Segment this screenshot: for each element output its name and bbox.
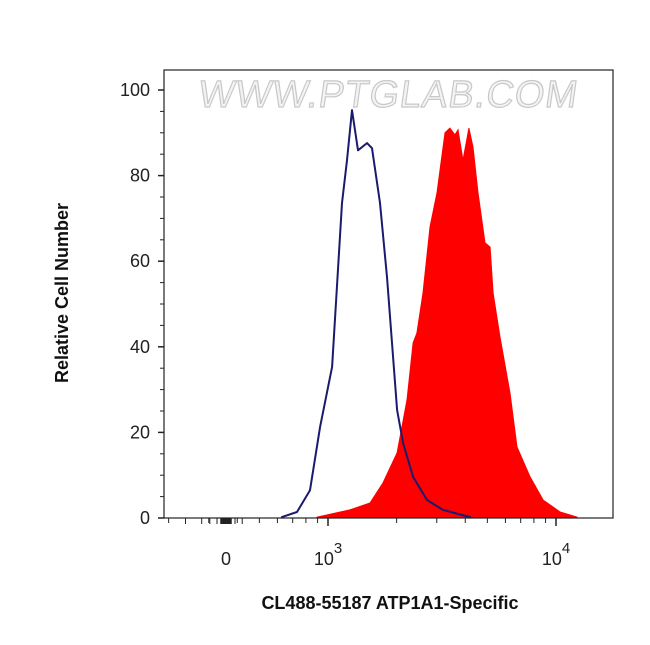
y-tick-label: 20 <box>130 422 150 442</box>
x-tick-label: 103 <box>314 540 342 569</box>
x-tick-exponent: 3 <box>334 540 342 557</box>
series-control-line <box>280 109 472 519</box>
y-tick-label: 40 <box>130 337 150 357</box>
y-tick-label: 60 <box>130 251 150 271</box>
x-tick-label: 0 <box>221 549 231 569</box>
y-tick-label: 100 <box>120 80 150 100</box>
watermark: WWW.PTGLAB.COM <box>196 73 581 116</box>
x-tick-base: 0 <box>221 549 231 569</box>
y-axis-title: Relative Cell Number <box>52 203 72 383</box>
y-tick-label: 0 <box>140 508 150 528</box>
plot-frame <box>163 69 614 519</box>
x-tick-label: 104 <box>542 540 570 569</box>
x-tick-exponent: 4 <box>562 540 570 557</box>
x-tick-base: 10 <box>314 549 334 569</box>
series-specific-fill <box>316 127 578 519</box>
x-axis-title: CL488-55187 ATP1A1-Specific <box>261 593 518 613</box>
y-tick-label: 80 <box>130 166 150 186</box>
x-tick-base: 10 <box>542 549 562 569</box>
